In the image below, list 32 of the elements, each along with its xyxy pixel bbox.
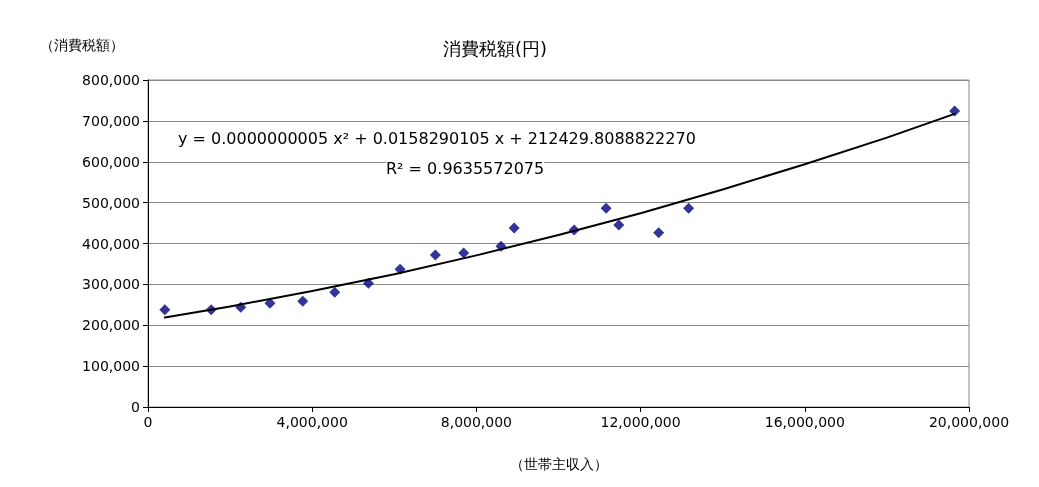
point	[949, 105, 961, 117]
point	[458, 247, 470, 259]
y-axis-title: （消費税額）	[40, 37, 124, 53]
point	[329, 286, 341, 298]
y-tick-label: 200,000	[82, 317, 140, 334]
x-tick-label: 20,000,000	[928, 414, 1010, 430]
x-tick-label: 4,000,000	[276, 414, 348, 430]
x-tick-label: 0	[143, 414, 153, 430]
x-axis-title: （世帯主収入）	[509, 456, 608, 472]
point	[508, 222, 520, 234]
point	[362, 277, 374, 289]
point	[683, 202, 695, 214]
point	[429, 249, 441, 261]
y-tick-label: 500,000	[82, 194, 140, 211]
y-tick-label: 800,000	[82, 72, 140, 88]
y-tick-label: 100,000	[82, 358, 140, 375]
annotation: y = 0.0000000005 x² + 0.0158290105 x + 212429.8088822270	[178, 128, 696, 148]
x-tick-label: 12,000,000	[600, 414, 681, 430]
y-tick-label: 400,000	[82, 235, 140, 252]
point	[159, 304, 171, 316]
y-tick-label: 300,000	[82, 276, 140, 293]
x-tick-label: 16,000,000	[764, 414, 845, 430]
point	[653, 227, 665, 239]
point	[600, 202, 612, 214]
y-tick-label: 600,000	[82, 153, 140, 170]
y-tick-label: 0	[131, 399, 140, 415]
x-tick-label: 8,000,000	[440, 414, 513, 430]
point	[613, 219, 625, 231]
chart-title: 消費税額(円)	[442, 37, 548, 59]
annotation: R² = 0.9635572075	[386, 158, 545, 178]
y-tick-label: 700,000	[82, 112, 140, 129]
point	[297, 295, 309, 307]
